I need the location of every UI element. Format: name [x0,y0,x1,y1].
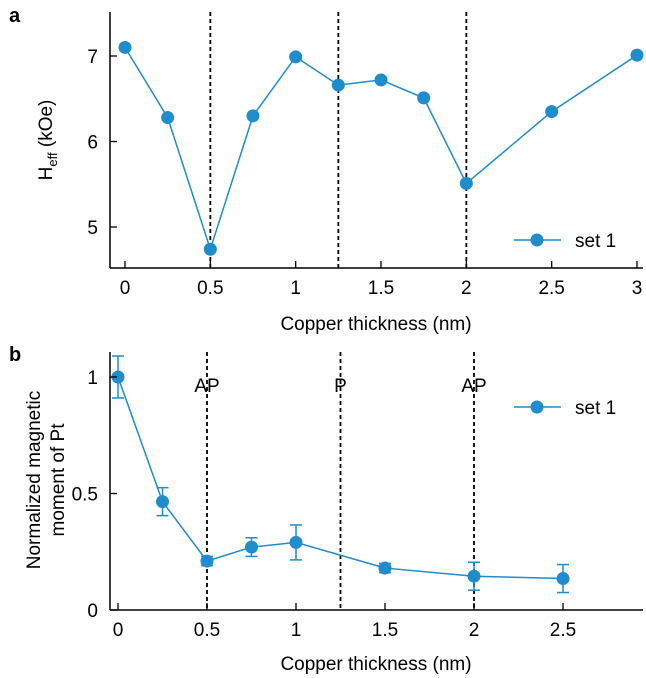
panel-b-series-line [117,376,564,580]
panel-a-data-point [417,91,431,105]
panel-b-data-point [378,561,392,575]
panel-b-y-ticks: 00.51 [72,368,117,622]
panel-a-y-tick-label: 6 [87,133,98,154]
panel-b-data-point [156,495,169,509]
panel-a-data-point [203,242,217,256]
panel-a-y-axis-unit: (kOe) [36,100,57,153]
panel-a-x-tick-label: 2.5 [538,278,564,299]
panel-a-data-point [289,50,303,64]
panel-a-x-axis-title: Copper thickness (nm) [280,314,471,335]
panel-b-label: b [9,344,21,366]
panel-a-legend-marker [530,233,544,247]
panel-b-annotation: AP [194,376,219,397]
panel-a-plot-area [118,12,644,268]
panel-a-x-tick-label: 0 [120,278,131,299]
panel-a-data-point [246,109,260,123]
panel-b-x-tick-label: 1.5 [372,620,398,641]
panel-b-y-axis-title-line1: Normalized magnetic [24,391,45,569]
panel-b-y-tick-label: 1 [87,368,98,389]
panel-a-y-tick-label: 7 [87,47,98,68]
panel-a-y-axis-subscript: eff [45,152,60,167]
panel-b-x-tick-label: 2.5 [550,620,576,641]
panel-b-y-tick-label: 0 [87,601,98,622]
panel-b-x-tick-label: 2 [469,620,480,641]
panel-a-legend: set 1 [514,231,616,252]
panel-a-x-tick-label: 3 [632,278,643,299]
panel-b-y-axis-title-line2: moment of Pt [48,423,69,537]
panel-b-annotations: AP P AP [194,376,486,397]
panel-a-data-point [374,73,388,87]
panel-b-data-point [556,572,570,586]
panel-b-data-point [245,540,258,554]
panel-b-x-tick-label: 0.5 [194,620,220,641]
panel-a-data-point [459,176,473,190]
panel-a-x-tick-label: 1 [290,278,301,299]
panel-a-x-ticks: 0 0.5 1 1.5 2 2.5 3 [120,261,643,299]
panel-b-legend: set 1 [514,398,616,419]
panel-b-x-ticks: 0 0.5 1 1.5 2 2.5 [113,603,576,641]
panel-b-y-tick-label: 0.5 [72,485,98,506]
panel-b-legend-marker [530,400,544,414]
panel-b-annotation: P [334,376,347,397]
panel-a-data-point [161,111,175,125]
panel-a-data-point [545,105,559,119]
panel-b-data-point [467,569,481,583]
panel-a-data-point [630,48,644,62]
panel-b-annotation: AP [461,376,486,397]
panel-b-x-tick-label: 1 [291,620,302,641]
panel-a-y-tick-label: 5 [87,218,98,239]
panel-a-y-axis-title: Heff (kOe) [36,100,60,181]
panel-b-data-point [289,535,303,549]
panel-a-x-tick-label: 0.5 [197,278,223,299]
panel-b-x-axis-title: Copper thickness (nm) [280,654,471,675]
panel-b-x-tick-label: 0 [113,620,124,641]
panel-a-x-tick-label: 2 [461,278,472,299]
panel-a-legend-label: set 1 [575,231,616,252]
panel-a-data-point [331,78,345,92]
panel-a-y-ticks: 5 6 7 [87,47,117,239]
panel-a-label: a [9,5,21,27]
panel-a-x-tick-label: 1.5 [368,278,394,299]
panel-a-data-point [118,40,132,54]
panel-b: b 0 0.5 1 1.5 2 2.5 00.51 Copper thickness (n… [9,344,643,675]
panel-b-data-point [200,554,214,568]
panel-b-legend-label: set 1 [575,398,616,419]
panel-b-plot-area [111,352,570,610]
panel-b-data-point [111,370,125,384]
panel-a: a 0 0.5 1 1.5 2 2.5 3 5 6 7 Copper thickness (nm… [9,5,644,335]
